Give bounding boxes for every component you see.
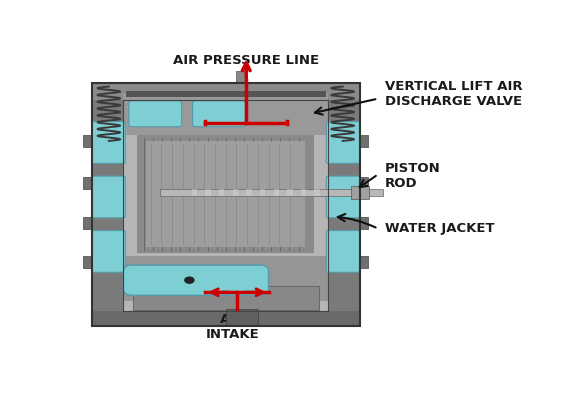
Bar (226, 309, 258, 325)
Bar (232, 189, 238, 196)
Bar (360, 135, 368, 147)
FancyBboxPatch shape (326, 176, 359, 218)
Bar (92, 311, 360, 325)
Bar (360, 256, 368, 268)
Bar (92, 83, 123, 325)
Bar (123, 101, 328, 311)
Bar (287, 189, 293, 196)
Bar (315, 189, 320, 196)
FancyBboxPatch shape (326, 231, 359, 272)
Bar (247, 189, 252, 196)
Text: AIR PRESSURE LINE: AIR PRESSURE LINE (173, 54, 319, 67)
Bar (236, 72, 247, 83)
FancyBboxPatch shape (193, 101, 245, 127)
Bar (360, 217, 368, 229)
FancyBboxPatch shape (92, 121, 125, 163)
Text: WATER JACKET: WATER JACKET (385, 222, 495, 235)
Text: PISTON
ROD: PISTON ROD (385, 162, 441, 190)
Bar (219, 189, 224, 196)
Bar (191, 189, 197, 196)
Bar (83, 135, 92, 147)
Bar (205, 189, 211, 196)
Bar (83, 256, 92, 268)
Bar (83, 217, 92, 229)
Bar (123, 93, 328, 135)
Bar (126, 91, 326, 97)
Text: AIR
INTAKE: AIR INTAKE (205, 313, 259, 341)
Bar (351, 185, 369, 199)
FancyBboxPatch shape (123, 265, 268, 295)
Bar (137, 135, 315, 253)
FancyBboxPatch shape (326, 121, 359, 163)
Bar (83, 177, 92, 189)
Bar (92, 83, 360, 325)
Bar (92, 83, 360, 101)
Bar (360, 177, 368, 189)
FancyBboxPatch shape (129, 101, 181, 127)
FancyBboxPatch shape (92, 231, 125, 272)
Bar (328, 83, 360, 325)
FancyBboxPatch shape (92, 176, 125, 218)
Bar (274, 189, 279, 196)
Bar (160, 189, 383, 196)
Bar (123, 256, 328, 301)
Bar (133, 286, 319, 310)
Circle shape (185, 277, 194, 283)
Bar (301, 189, 306, 196)
Bar (260, 189, 265, 196)
Bar (92, 83, 360, 325)
Text: VERTICAL LIFT AIR
DISCHARGE VALVE: VERTICAL LIFT AIR DISCHARGE VALVE (385, 80, 522, 108)
Bar (123, 101, 328, 311)
Bar (146, 141, 305, 247)
